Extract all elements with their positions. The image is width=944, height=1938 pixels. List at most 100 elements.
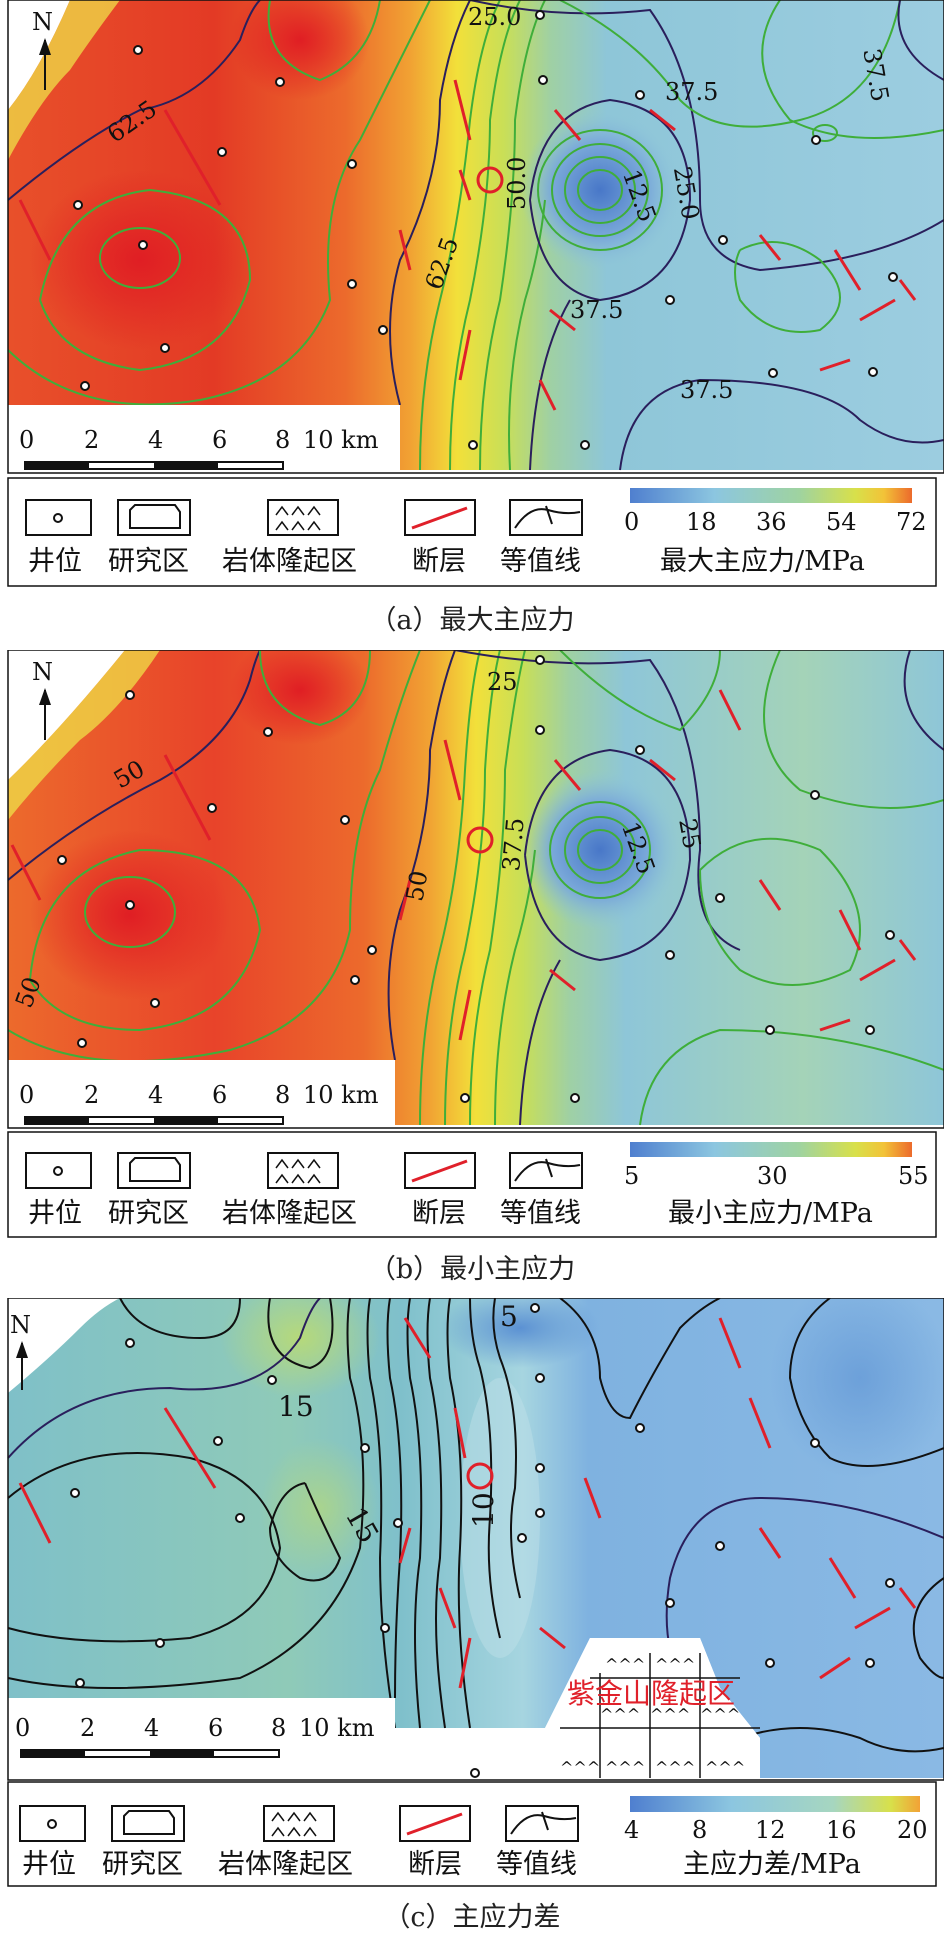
legend-c: 井位 研究区 岩体隆起区 断层 等值线 4 8 12 16 20 主应力差/MP… <box>7 1781 937 1887</box>
svg-text:^^^: ^^^ <box>655 1655 695 1674</box>
colorbar-tick: 8 <box>692 1816 707 1844</box>
colorbar-title: 最大主应力/MPa <box>660 546 865 577</box>
contour-label: 5 <box>500 1300 518 1333</box>
colorbar-tick: 12 <box>755 1816 786 1844</box>
scale-tick: 0 <box>15 1714 30 1742</box>
colorbar-tick: 4 <box>624 1816 639 1844</box>
stress-field-a <box>8 0 944 470</box>
uplift-label: 紫金山隆起区 <box>567 1677 735 1710</box>
colorbar-tick: 20 <box>897 1816 928 1844</box>
contour-label: 25 <box>487 668 518 696</box>
caption-a: （a）最大主应力 <box>369 605 575 636</box>
legend-contour-label: 等值线 <box>500 546 581 577</box>
colorbar-tick: 72 <box>896 508 927 536</box>
faults-a <box>18 79 917 411</box>
map-c: ^^^ ^^^ ^^^ ^^^ ^^^ ^^^ ^^^ ^^^ ^^^ 紫金山隆起区 5 1… <box>7 1298 944 1887</box>
north-label: N <box>32 8 53 36</box>
scale-tick: 2 <box>80 1714 95 1742</box>
svg-text:^^^: ^^^ <box>600 1705 640 1724</box>
map-a: 25.0 62.5 37.5 37.5 12.5 25.0 50.0 62.5 … <box>7 0 944 587</box>
scale-tick: 4 <box>144 1714 159 1742</box>
contour-label: 25 <box>673 816 706 851</box>
legend-fault-label: 断层 <box>408 1849 462 1880</box>
legend-a: 井位 研究区 岩体隆起区 断层 等值线 0 18 36 54 72 最大主应力/… <box>7 477 937 587</box>
scale-tick: 8 <box>275 1081 290 1109</box>
north-arrow-b: N <box>32 658 53 740</box>
uplift-zone: ^^^ ^^^ ^^^ ^^^ ^^^ ^^^ ^^^ ^^^ ^^^ 紫金山隆起区 <box>545 1638 760 1778</box>
legend-contour-label: 等值线 <box>500 1198 581 1229</box>
svg-text:^^^: ^^^ <box>605 1655 645 1674</box>
contour-labels-c: 5 15 15 10 <box>278 1300 518 1549</box>
scale-tick: 4 <box>148 426 163 454</box>
north-arrow-c: N <box>10 1311 31 1390</box>
colorbar-tick: 55 <box>898 1162 929 1190</box>
legend-study-label: 研究区 <box>108 546 189 577</box>
legend-uplift-label: 岩体隆起区 <box>222 546 357 577</box>
svg-text:^^^: ^^^ <box>605 1758 645 1777</box>
contour-label: 37.5 <box>570 296 623 324</box>
colorbar-tick: 5 <box>624 1162 639 1190</box>
colorbar-a <box>630 488 912 503</box>
panel-c: ^^^ ^^^ ^^^ ^^^ ^^^ ^^^ ^^^ ^^^ ^^^ 紫金山隆起区 5 1… <box>0 1298 944 1888</box>
faults-c <box>18 1317 917 1689</box>
scale-bar-c: 0 2 4 6 8 10 km <box>15 1714 375 1758</box>
contour-label: 37.5 <box>680 376 733 404</box>
contour-label: 25.0 <box>468 3 521 31</box>
map-b: 25 50 12.5 25 37.5 50 50 N 0 2 4 6 8 10 … <box>7 650 944 1238</box>
colorbar-tick: 30 <box>757 1162 788 1190</box>
svg-text:^^^: ^^^ <box>700 1705 740 1724</box>
wells-a <box>73 10 898 450</box>
colorbar-tick: 0 <box>624 508 639 536</box>
legend-fault-label: 断层 <box>412 1198 466 1229</box>
contour-label: 15 <box>278 1390 314 1423</box>
caption-b: （b）最小主应力 <box>368 1254 576 1285</box>
legend-contour-label: 等值线 <box>496 1849 577 1880</box>
scale-tick: 10 km <box>303 1081 379 1109</box>
colorbar-tick: 18 <box>686 508 717 536</box>
scale-tick: 10 km <box>303 426 379 454</box>
scale-tick: 6 <box>212 1081 227 1109</box>
scale-tick: 0 <box>19 1081 34 1109</box>
colorbar-title: 最小主应力/MPa <box>668 1198 873 1229</box>
legend-study-label: 研究区 <box>108 1198 189 1229</box>
north-arrow-a: N <box>32 8 53 90</box>
legend-well-label: 井位 <box>28 1198 82 1229</box>
north-label: N <box>10 1311 31 1339</box>
caption-c: （c）主应力差 <box>383 1902 561 1933</box>
legend-well-label: 井位 <box>22 1849 76 1880</box>
wells-b <box>57 655 895 1103</box>
contour-label: 50.0 <box>503 157 531 210</box>
colorbar-tick: 54 <box>826 508 857 536</box>
legend-study-label: 研究区 <box>102 1849 183 1880</box>
scale-tick: 2 <box>84 426 99 454</box>
contours-a <box>7 0 944 471</box>
contours-b <box>7 650 944 1126</box>
legend-uplift-label: 岩体隆起区 <box>218 1849 353 1880</box>
scale-tick: 8 <box>271 1714 286 1742</box>
scale-tick: 2 <box>84 1081 99 1109</box>
scale-tick: 0 <box>19 426 34 454</box>
legend-well-label: 井位 <box>28 546 82 577</box>
contours-c <box>7 1298 944 1753</box>
svg-text:^^^: ^^^ <box>650 1705 690 1724</box>
panel-b: 25 50 12.5 25 37.5 50 50 N 0 2 4 6 8 10 … <box>0 650 944 1242</box>
faults-b <box>10 689 917 1041</box>
svg-text:^^^: ^^^ <box>705 1758 745 1777</box>
north-label: N <box>32 658 53 686</box>
contour-label: 37.5 <box>497 817 530 873</box>
colorbar-title: 主应力差/MPa <box>683 1849 861 1880</box>
legend-fault-label: 断层 <box>412 546 466 577</box>
wells-c <box>70 1303 895 1778</box>
legend-uplift-label: 岩体隆起区 <box>222 1198 357 1229</box>
colorbar-tick: 16 <box>826 1816 857 1844</box>
scale-tick: 10 km <box>299 1714 375 1742</box>
svg-text:^^^: ^^^ <box>655 1758 695 1777</box>
scale-tick: 8 <box>275 426 290 454</box>
colorbar-b <box>630 1142 912 1157</box>
contour-label: 37.5 <box>665 78 718 106</box>
legend-b: 井位 研究区 岩体隆起区 断层 等值线 5 30 55 最小主应力/MPa <box>7 1131 937 1238</box>
contour-label: 10 <box>467 1492 500 1528</box>
contour-label: 50 <box>401 868 434 903</box>
scale-tick: 6 <box>208 1714 223 1742</box>
scale-bar-a: 0 2 4 6 8 10 km <box>19 426 379 470</box>
